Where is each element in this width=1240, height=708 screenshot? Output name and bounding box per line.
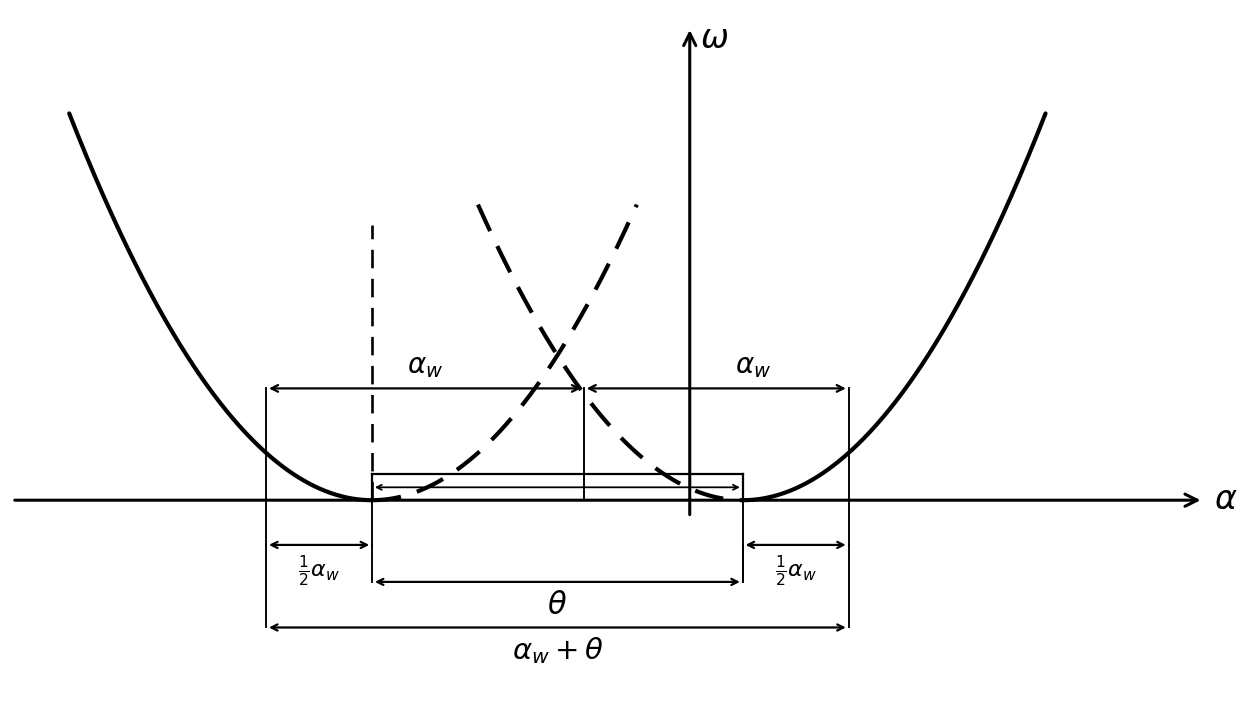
Text: $\alpha_w$: $\alpha_w$: [407, 353, 443, 379]
Text: $\theta$: $\theta$: [547, 590, 568, 621]
Text: $\alpha_w + \theta$: $\alpha_w + \theta$: [512, 635, 603, 666]
Text: $\frac{1}{2}\alpha_w$: $\frac{1}{2}\alpha_w$: [775, 553, 817, 588]
Text: $\omega$: $\omega$: [701, 23, 729, 55]
Text: $\alpha_w$: $\alpha_w$: [735, 353, 771, 379]
Text: $\frac{1}{2}\alpha_w$: $\frac{1}{2}\alpha_w$: [298, 553, 340, 588]
Text: $\alpha$: $\alpha$: [1214, 484, 1238, 516]
